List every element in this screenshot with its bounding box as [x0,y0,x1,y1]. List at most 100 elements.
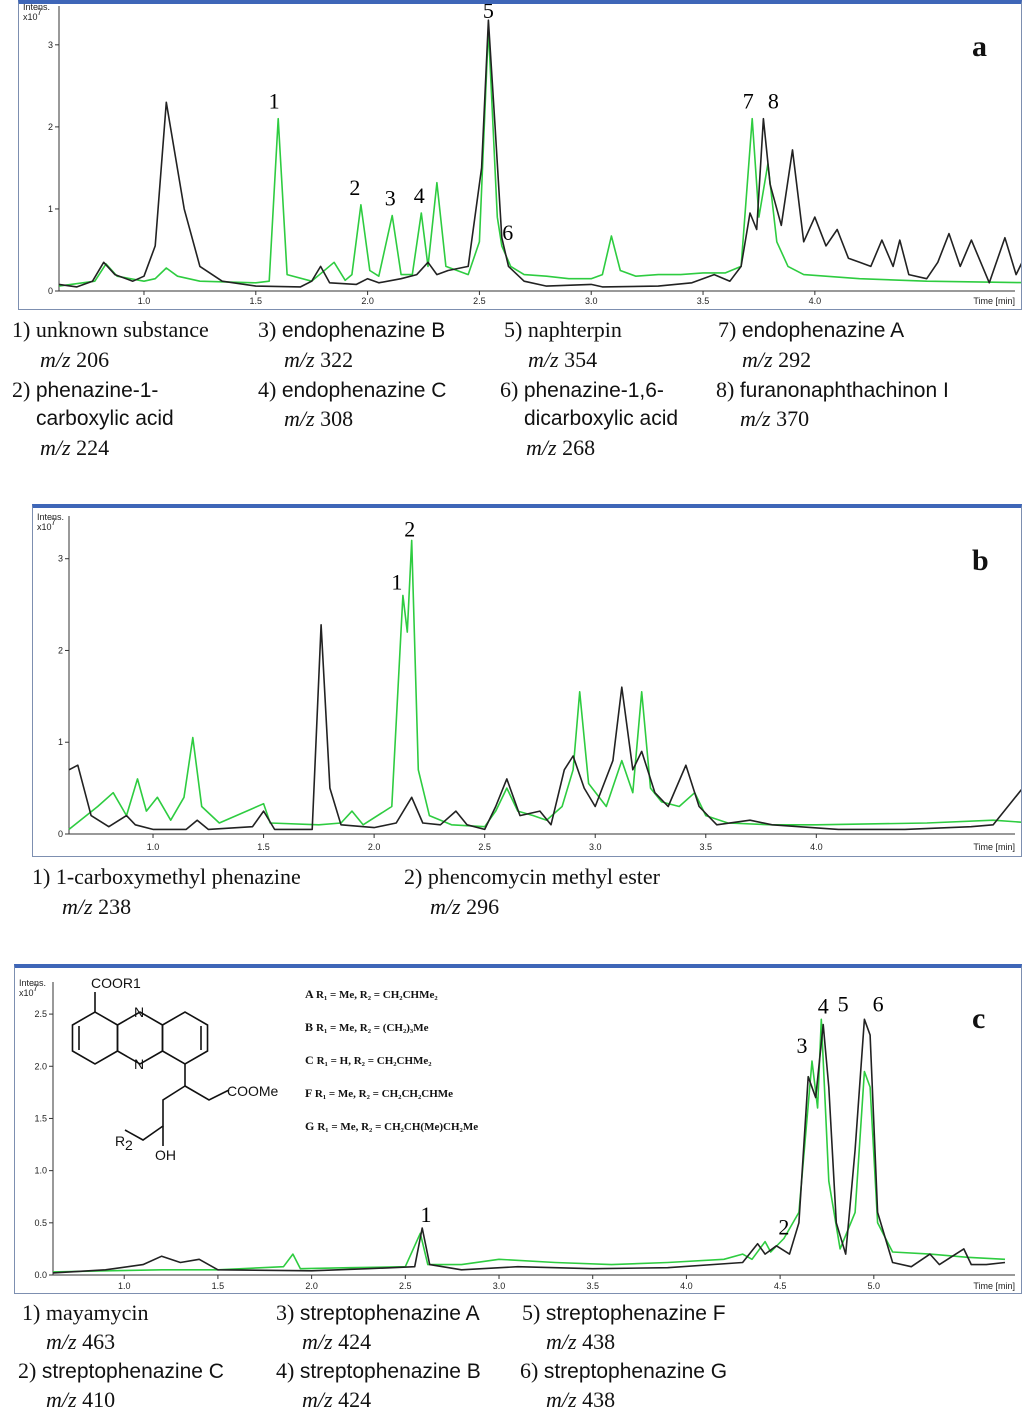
x-tick-label: 1.0 [118,1281,131,1291]
legend-c-mz-6: m/z 438 [546,1387,616,1412]
n-top-label: N [134,1004,144,1020]
peak-label-2: 2 [404,516,415,541]
legend-name: phencomycin methyl ester [427,864,660,889]
legend-c-item-2: 2) streptophenazine C [18,1356,224,1386]
peak-label-1: 1 [421,1202,432,1227]
y-axis-title: Intens. [23,4,50,12]
x-tick-label: 4.0 [810,842,823,852]
legend-name: streptophenazine C [41,1360,224,1383]
legend-a-mz-8: m/z 370 [740,406,810,431]
r-group-F: F R₁ = Me, R₂ = CH₂CH₂CHMe [305,1086,453,1100]
legend-b-item-1: 1) 1-carboxymethyl phenazine [32,862,301,891]
legend-a-item-3: 3) endophenazine B [258,315,445,345]
legend-num: 2) [12,377,31,402]
legend-num: 5) [522,1300,541,1325]
legend-a-mz-6: m/z 268 [526,435,596,460]
y-axis-exponent-power: 7 [37,7,42,17]
legend-num: 3) [276,1300,295,1325]
legend-name: mayamycin [45,1300,149,1325]
legend-c-item-6: 6) streptophenazine G [520,1356,727,1386]
legend-a-item-7: 7) endophenazine A [718,315,904,345]
oh-label: OH [155,1147,176,1163]
x-tick-label: 2.5 [478,842,491,852]
legend-name: endophenazine B [281,319,446,342]
legend-c-mz-2: m/z 410 [46,1387,116,1412]
legend-name: phenazine-1,6- [523,379,664,402]
legend-a-item-5: 5) naphterpin [504,315,622,344]
y-tick-label: 0.5 [34,1218,47,1228]
chromatogram-c: Intens. x10 7 0.0 0.5 1.0 1.5 2.0 2.5 1.0 1.5 2.0 2.… [14,964,1022,1294]
y-tick-label: 1.0 [34,1166,47,1176]
y-tick-label: 2.5 [34,1009,47,1019]
legend-name: streptophenazine A [299,1302,480,1325]
x-tick-label: 4.0 [680,1281,693,1291]
panel-c: Intens. x10 7 0.0 0.5 1.0 1.5 2.0 2.5 1.0 1.5 2.0 2.… [0,964,1024,1417]
legend-num: 4) [276,1358,295,1383]
x-tick-label: 3.5 [700,842,713,852]
panel-a: Intens. x10 7 0 1 2 3 1.0 1.5 2.0 2.5 3.0 3.5 4.0 Time… [0,0,1024,470]
legend-num: 2) [18,1358,37,1383]
x-tick-label: 2.5 [399,1281,412,1291]
legend-name: furanonaphthachinon I [739,379,949,402]
coome-label: COOMe [227,1083,279,1099]
x-axis-title: Time [min] [973,842,1015,852]
y-tick-label: 0 [48,286,53,296]
y-tick-label: 0 [58,829,63,839]
legend-num: 1) [22,1300,41,1325]
r-group-A: A R₁ = Me, R₂ = CH₂CHMe₂ [305,987,438,1001]
x-tick-label: 1.0 [138,296,151,306]
chromatogram-c-svg: Intens.x10 7 0.0 0.5 1.0 1.5 2.0 2.5 1.0 1.5 2.0 2.… [19,975,1015,1291]
x-axis-title: Time [min] [973,1281,1015,1291]
peak-label-5: 5 [838,991,849,1016]
x-tick-label: 4.0 [809,296,822,306]
legend-a-item-1: 1) unknown substance [12,315,209,344]
y-tick-label: 1 [58,737,63,747]
y-axis-title: Intens. [37,512,64,522]
y-axis-title: Intens. [19,978,46,988]
x-tick-label: 2.0 [361,296,374,306]
peak-label-3: 3 [796,1033,807,1058]
y-tick-label: 1 [48,204,53,214]
chromatogram-b: Intens. x10 7 0 1 2 3 1.0 1.5 2.0 2.5 3.0 3.5 4.0 Time… [32,504,1022,857]
legend-name: streptophenazine B [299,1360,481,1383]
series-line-green [68,539,1021,831]
peak-label-5: 5 [483,4,494,23]
legend-a-item-2-line2: carboxylic acid [36,407,174,430]
r-group-B: B R₁ = Me, R₂ = (CH₂)₃Me [305,1020,429,1034]
series-line-black [58,19,1021,288]
legend-num: 4) [258,377,277,402]
chromatogram-b-svg: Intens.x10 7 0 1 2 3 1.0 1.5 2.0 2.5 3.0 3.5 4.0 Time… [37,512,1021,852]
legend-a-item-2: 2) phenazine-1- [12,375,158,405]
series-line-black [52,1018,1006,1274]
x-tick-label: 5.0 [868,1281,881,1291]
x-tick-label: 2.5 [473,296,486,306]
legend-name: 1-carboxymethyl phenazine [55,864,301,889]
chromatogram-a: Intens. x10 7 0 1 2 3 1.0 1.5 2.0 2.5 3.0 3.5 4.0 Time… [18,0,1022,310]
legend-c-item-1: 1) mayamycin [22,1298,148,1327]
x-tick-label: 3.5 [697,296,710,306]
r2-sub: 2 [125,1137,133,1153]
peak-label-4: 4 [818,993,829,1018]
legend-num: 7) [718,317,737,342]
legend-name: endophenazine C [281,379,447,402]
y-axis-exponent-power: 7 [33,983,38,993]
legend-a: 1) unknown substance m/z 206 2) phenazin… [0,315,1024,465]
coor1-sub: 1 [133,975,141,991]
x-tick-label: 3.5 [586,1281,599,1291]
panel-letter-a: a [972,30,987,63]
r2-label: R [115,1133,125,1149]
legend-num: 6) [500,377,519,402]
legend-a-item-8: 8) furanonaphthachinon I [716,375,949,405]
legend-c-mz-1: m/z 463 [46,1329,116,1354]
legend-c-item-3: 3) streptophenazine A [276,1298,480,1328]
legend-c-item-5: 5) streptophenazine F [522,1298,726,1328]
side-chain [124,1085,186,1141]
legend-c-mz-5: m/z 438 [546,1329,616,1354]
legend-a-mz-7: m/z 292 [742,347,812,372]
peak-label-4: 4 [414,183,425,208]
legend-a-mz-1: m/z 206 [40,347,110,372]
peak-label-1: 1 [391,569,402,594]
x-tick-label: 3.0 [585,296,598,306]
legend-b-item-2: 2) phencomycin methyl ester [404,862,660,891]
